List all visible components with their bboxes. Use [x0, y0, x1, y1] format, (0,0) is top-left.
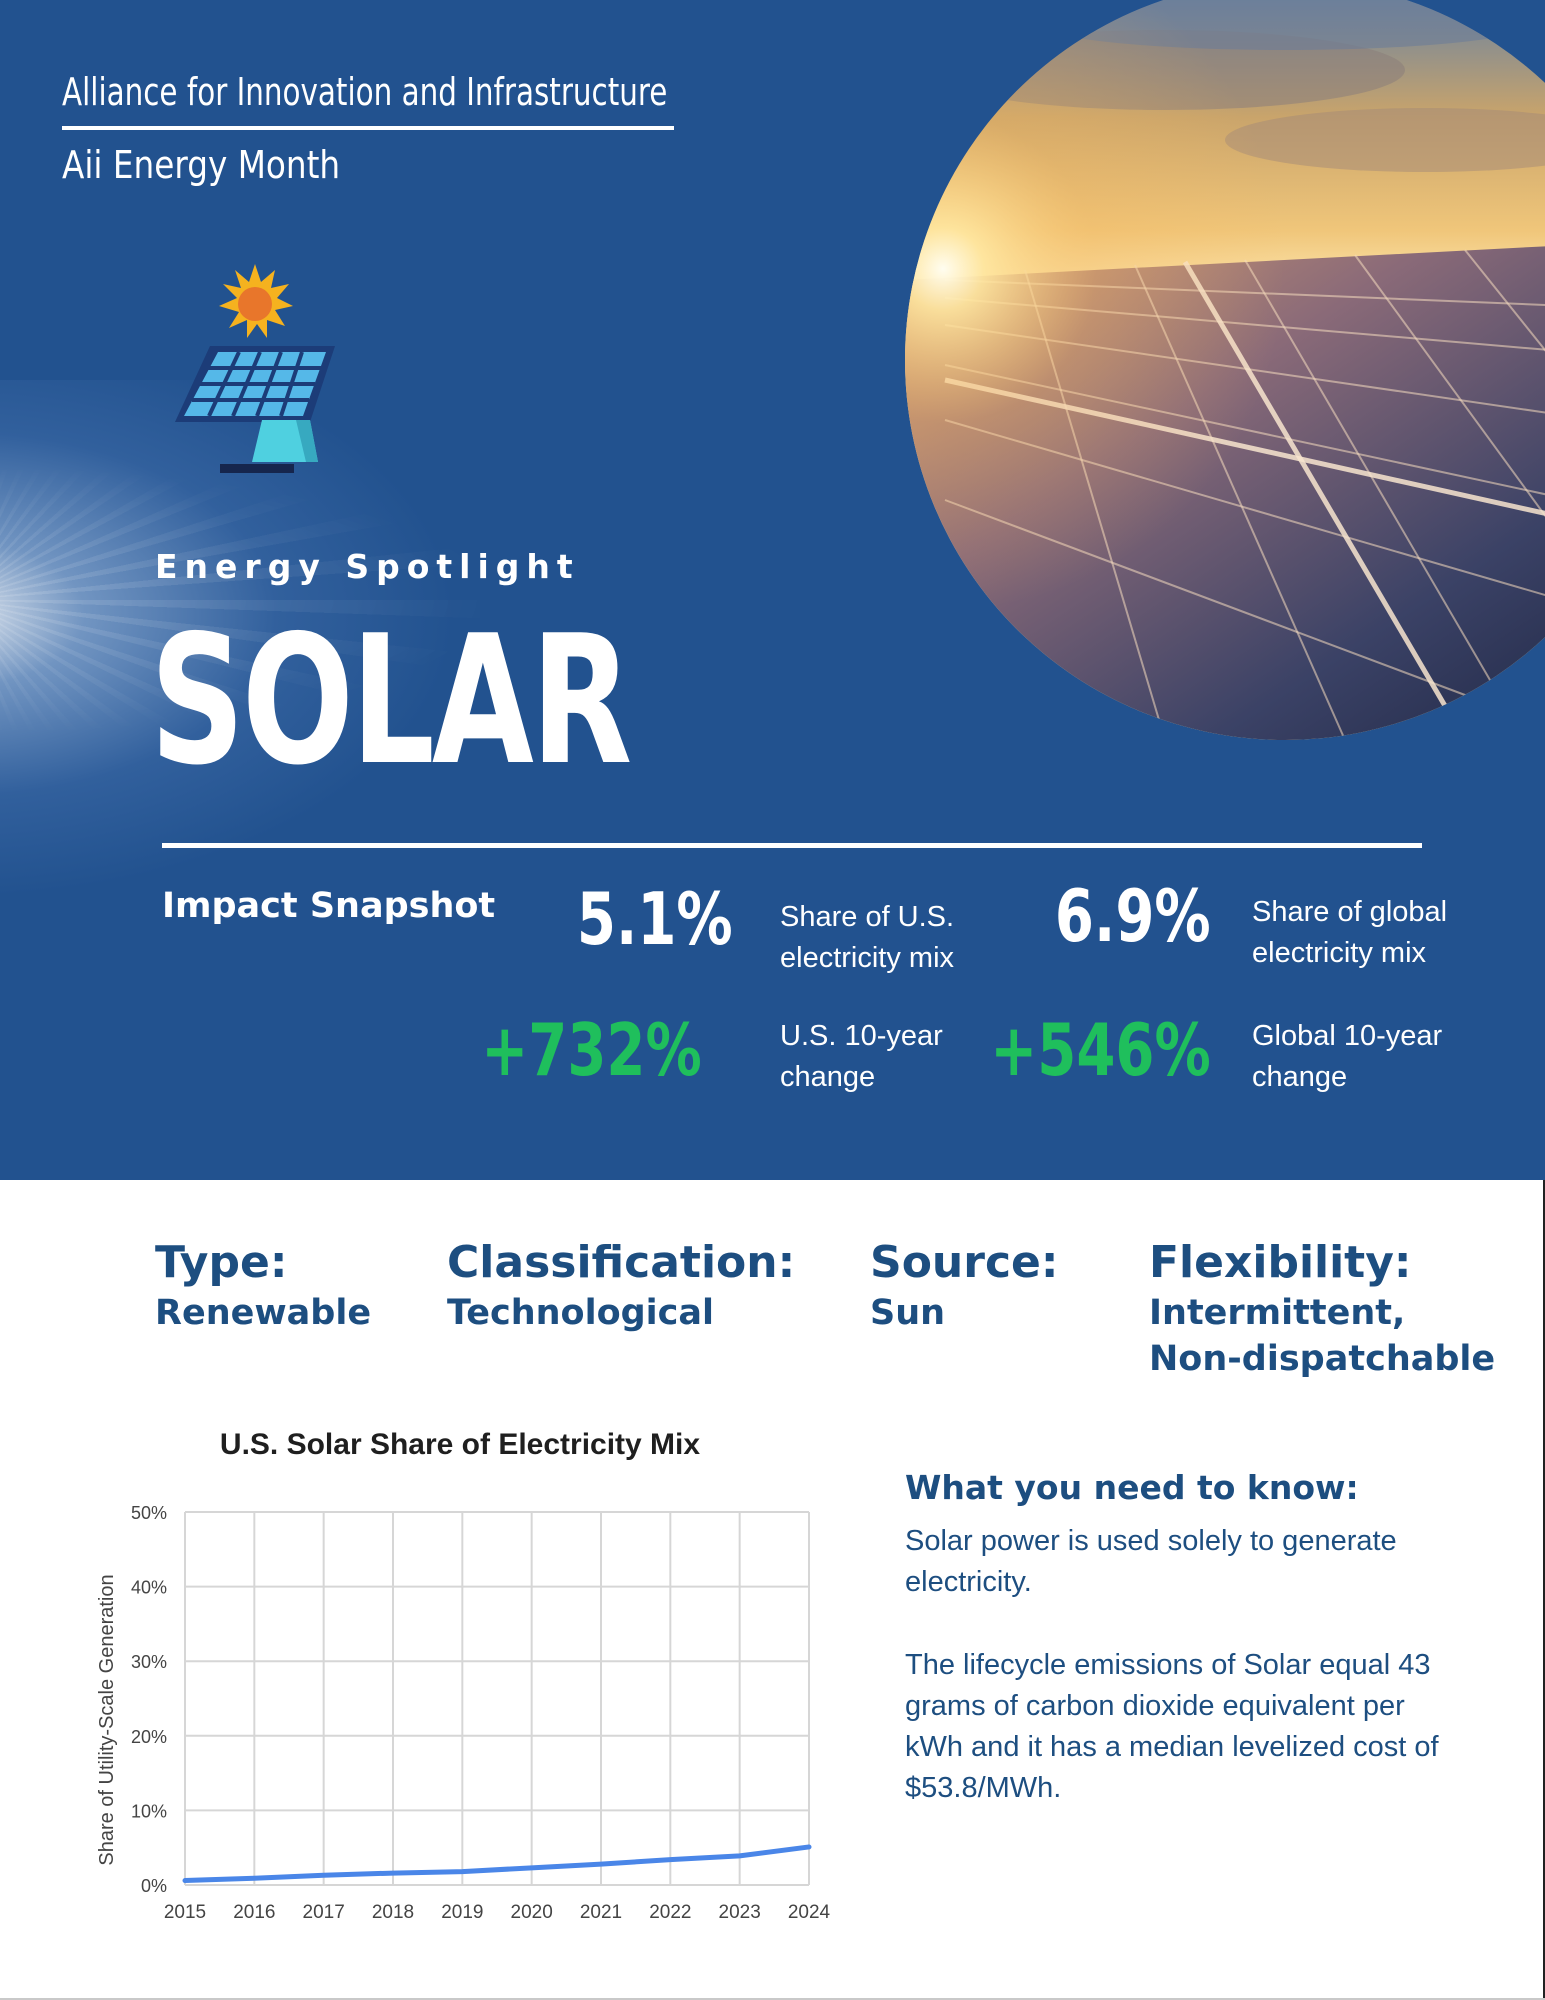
chart-x-ticks: 2015 2016 2017 2018 2019 2020 2021 2022 2023 2024 — [164, 1902, 831, 1923]
page-title: SOLAR — [150, 597, 632, 804]
fact-type: Type: Renewable — [155, 1236, 371, 1336]
global-change-description: Global 10-year change — [1252, 1020, 1443, 1093]
what-you-need-to-know-section: What you need to know: Solar power is us… — [905, 1468, 1465, 1809]
hero-divider — [162, 843, 1422, 848]
hero-banner: Alliance for Innovation and Infrastructu… — [0, 0, 1545, 1180]
chart-y-tick-label: 10% — [131, 1801, 167, 1821]
chart-y-ticks: 0% 10% 20% 30% 40% 50% — [131, 1503, 167, 1896]
us-share-value: 5.1% — [577, 877, 733, 961]
chart-x-tick-label: 2022 — [649, 1902, 691, 1923]
know-heading: What you need to know: — [905, 1468, 1359, 1507]
fact-classification-label: Classification: — [447, 1237, 796, 1288]
fact-source: Source: Sun — [870, 1236, 1058, 1336]
chart-y-tick-label: 40% — [131, 1578, 167, 1598]
global-change-value: +546% — [990, 1008, 1211, 1092]
energy-spotlight-label: Energy Spotlight — [155, 547, 580, 586]
chart-x-tick-label: 2024 — [788, 1902, 831, 1923]
us-share-description: Share of U.S. electricity mix — [780, 901, 955, 974]
chart-x-tick-label: 2016 — [233, 1902, 275, 1923]
chart-x-tick-label: 2018 — [372, 1902, 414, 1923]
solar-panel-sun-icon — [175, 264, 335, 473]
chart-y-tick-label: 50% — [131, 1503, 167, 1523]
chart-x-tick-label: 2019 — [441, 1902, 483, 1923]
chart-y-axis-label: Share of Utility-Scale Generation — [96, 1574, 118, 1865]
chart-series — [182, 1844, 812, 1884]
fact-source-value: Sun — [870, 1293, 946, 1333]
us-change-description: U.S. 10-year change — [780, 1020, 943, 1093]
fact-flexibility-value-line-1: Intermittent, — [1149, 1293, 1406, 1333]
chart-x-tick-label: 2020 — [511, 1902, 553, 1923]
spotlight-rays — [0, 470, 480, 730]
know-paragraph-1: Solar power is used solely to generate e… — [905, 1525, 1397, 1598]
fact-flexibility-value-line-2: Non-dispatchable — [1149, 1339, 1496, 1379]
page-edge-line — [1543, 1180, 1545, 2000]
fact-type-value: Renewable — [155, 1293, 372, 1333]
global-share-description: Share of global electricity mix — [1252, 896, 1448, 969]
fact-type-label: Type: — [155, 1237, 288, 1288]
fact-flexibility: Flexibility: Intermittent, Non-dispatcha… — [1149, 1236, 1495, 1382]
fact-flexibility-label: Flexibility: — [1149, 1237, 1412, 1288]
solar-panels-sunset-photo — [905, 0, 1545, 740]
chart-x-tick-label: 2023 — [719, 1902, 761, 1923]
chart-y-tick-label: 30% — [131, 1652, 167, 1672]
chart-x-tick-label: 2015 — [164, 1902, 206, 1923]
chart-series-line — [182, 1844, 812, 1884]
header-divider — [62, 126, 674, 130]
fact-classification: Classification: Technological — [447, 1236, 795, 1336]
chart-title: U.S. Solar Share of Electricity Mix — [220, 1430, 700, 1461]
chart-x-tick-label: 2017 — [303, 1902, 345, 1923]
fact-classification-value: Technological — [447, 1293, 715, 1333]
chart-gridlines — [184, 1511, 810, 1886]
know-paragraph-2: The lifecycle emissions of Solar equal 4… — [905, 1649, 1439, 1804]
impact-snapshot-label: Impact Snapshot — [162, 886, 496, 926]
chart-y-tick-label: 0% — [141, 1876, 167, 1896]
page-bottom-line — [0, 1998, 1545, 2000]
us-change-value: +732% — [481, 1008, 702, 1092]
fact-source-label: Source: — [870, 1237, 1059, 1288]
solar-share-line-chart: U.S. Solar Share of Electricity Mix Shar… — [96, 1430, 831, 1923]
chart-y-tick-label: 20% — [131, 1727, 167, 1747]
organization-name: Alliance for Innovation and Infrastructu… — [62, 70, 668, 114]
event-name: Aii Energy Month — [62, 143, 341, 187]
global-share-value: 6.9% — [1055, 874, 1211, 958]
chart-x-tick-label: 2021 — [580, 1902, 622, 1923]
